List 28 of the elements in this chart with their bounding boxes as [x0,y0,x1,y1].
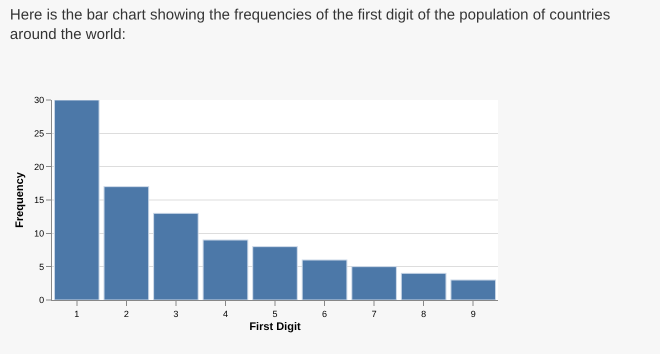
y-tick-label: 10 [34,228,44,238]
x-tick-label: 4 [222,308,228,319]
x-tick-label: 9 [470,308,476,319]
y-tick-label: 20 [34,162,44,172]
x-axis-title: First Digit [249,321,301,333]
bar [400,272,446,300]
x-tick-label: 6 [322,308,328,319]
bar [351,266,397,300]
bar [153,212,199,300]
bar [302,260,348,300]
y-tick-label: 5 [39,262,44,272]
x-tick-label: 1 [74,308,80,319]
x-tick-label: 7 [372,308,377,319]
x-tick-label: 3 [173,308,178,319]
x-tick-label: 8 [421,308,426,319]
bar [450,280,496,300]
bar [104,186,150,300]
bar [54,100,100,300]
y-axis-title: Frequency [14,171,26,228]
bar [252,246,298,300]
y-tick-label: 0 [39,295,44,306]
x-tick-label: 5 [272,308,278,319]
y-tick-label: 25 [34,128,44,138]
y-tick-label: 30 [34,95,44,106]
chart-title: Here is the bar chart showing the frequencies of the first digit of the population of countries around the world: [10,6,610,43]
y-tick-label: 15 [34,195,44,206]
x-tick-label: 2 [124,308,129,319]
bar [202,240,248,300]
